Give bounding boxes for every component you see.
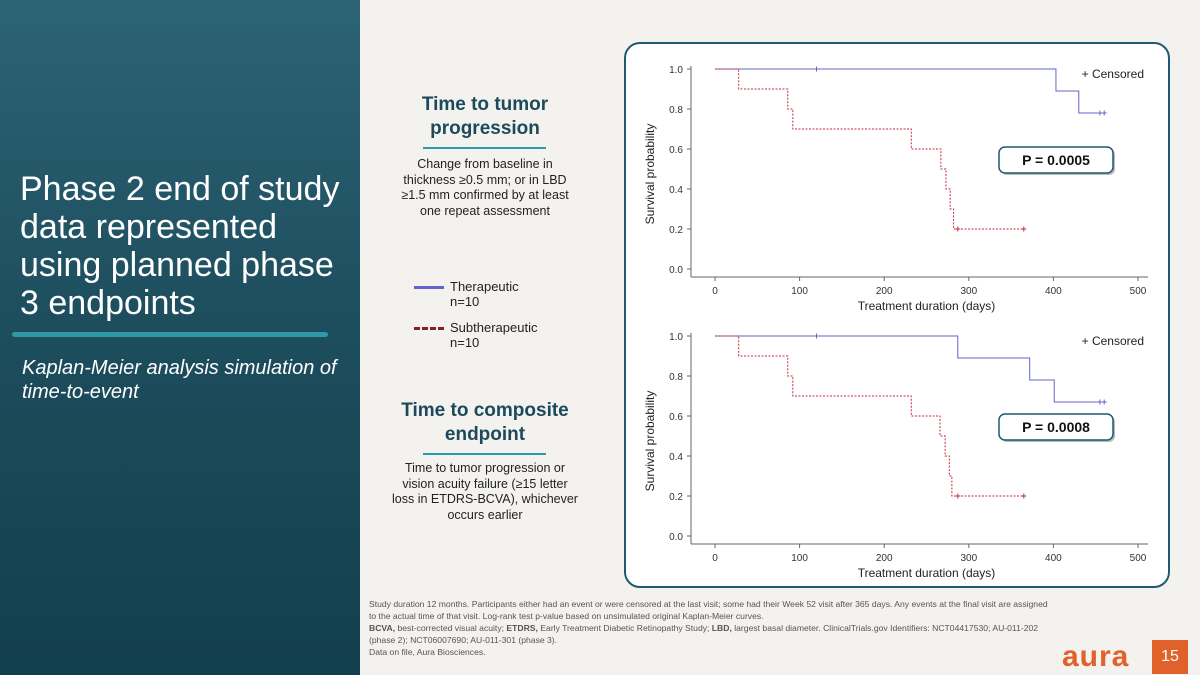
x-tick-label: 100 — [791, 553, 808, 564]
x-tick-label: 400 — [1045, 553, 1062, 564]
x-tick-label: 200 — [876, 553, 893, 564]
x-axis-label: Treatment duration (days) — [858, 566, 996, 580]
y-tick-label: 1.0 — [669, 332, 683, 343]
section-heading-composite: Time to composite endpoint — [401, 400, 569, 445]
x-tick-label: 0 — [712, 286, 718, 297]
slide-title: Phase 2 end of study data represented us… — [20, 170, 340, 322]
legend-swatch-therapeutic — [414, 286, 444, 289]
x-tick-label: 100 — [791, 286, 808, 297]
footnote-study-note: Study duration 12 months. Participants e… — [369, 599, 1048, 621]
p-value-box — [998, 413, 1114, 441]
censored-legend: + Censored — [1082, 334, 1144, 348]
y-tick-label: 0.0 — [669, 265, 683, 276]
footnote-source: Data on file, Aura Biosciences. — [369, 647, 486, 657]
x-tick-label: 500 — [1130, 286, 1147, 297]
km-charts: 0.0 0.2 0.4 0.6 0.8 1.0 0 100 200 300 400 500 Treatm… — [643, 65, 1148, 580]
section-divider-progression — [423, 147, 546, 149]
slide-subtitle: Kaplan-Meier analysis simulation of time… — [22, 357, 337, 403]
x-tick-label: 200 — [876, 286, 893, 297]
y-tick-label: 0.6 — [669, 145, 683, 156]
title-divider — [12, 332, 328, 337]
p-value-box — [998, 146, 1114, 174]
y-tick-label: 0.2 — [669, 225, 683, 236]
km-curve-therapeutic — [715, 335, 1106, 403]
y-tick-label: 0.6 — [669, 412, 683, 423]
section-description-progression: Change from baseline in thickness ≥0.5 m… — [401, 157, 569, 218]
x-tick-label: 300 — [960, 286, 977, 297]
x-tick-label: 500 — [1130, 553, 1147, 564]
censored-legend: + Censored — [1082, 67, 1144, 81]
y-tick-label: 0.8 — [669, 372, 683, 383]
aura-logo: aura — [1062, 640, 1130, 673]
x-tick-label: 0 — [712, 553, 718, 564]
section-heading-progression: Time to tumor progression — [421, 94, 549, 139]
footnote-abbreviations: BCVA, best-corrected visual acuity; ETDR… — [369, 623, 1039, 645]
y-tick-label: 1.0 — [669, 65, 683, 76]
x-tick-label: 400 — [1045, 286, 1062, 297]
y-axis-label: Survival probability — [643, 391, 657, 492]
legend-swatch-subtherapeutic — [414, 327, 444, 330]
legend-label-subtherapeutic: Subtherapeutic — [450, 320, 538, 335]
km-curve-subtherapeutic — [715, 335, 1024, 497]
chart-panel: 0.0 0.2 0.4 0.6 0.8 1.0 0 100 200 300 400 500 Treatm… — [624, 42, 1170, 588]
km-curve-therapeutic — [715, 68, 1106, 114]
y-tick-label: 0.0 — [669, 532, 683, 543]
title-panel: Phase 2 end of study data represented us… — [0, 0, 360, 675]
legend-label-therapeutic: Therapeutic — [450, 279, 519, 294]
y-tick-label: 0.4 — [669, 185, 683, 196]
x-axis-label: Treatment duration (days) — [858, 299, 996, 313]
y-axis-label: Survival probability — [643, 124, 657, 225]
x-tick-label: 300 — [960, 553, 977, 564]
p-value-label: P = 0.0005 — [1022, 152, 1090, 168]
km-curve-subtherapeutic — [715, 68, 1024, 230]
section-divider-composite — [423, 453, 546, 455]
y-tick-label: 0.4 — [669, 452, 683, 463]
y-tick-label: 0.2 — [669, 492, 683, 503]
legend-n-subtherapeutic: n=10 — [450, 335, 480, 350]
page-number: 15 — [1152, 640, 1188, 674]
y-tick-label: 0.8 — [669, 105, 683, 116]
footnote: Study duration 12 months. Participants e… — [369, 598, 1049, 658]
section-description-composite: Time to tumor progression or vision acui… — [392, 461, 578, 522]
p-value-label: P = 0.0008 — [1022, 419, 1090, 435]
legend-n-therapeutic: n=10 — [450, 294, 480, 309]
